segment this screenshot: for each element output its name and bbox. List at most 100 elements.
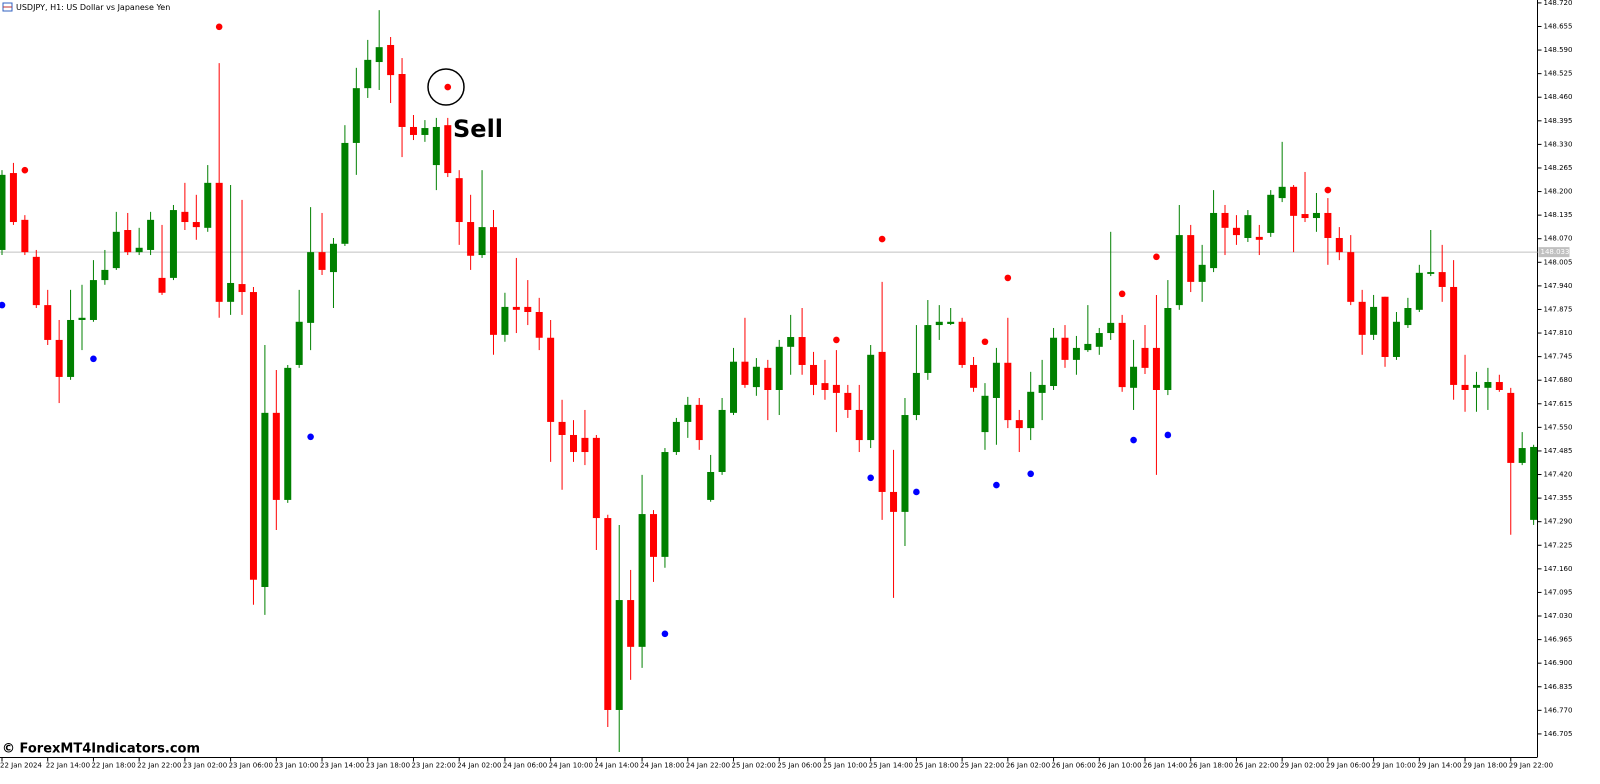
x-tick-label: 22 Jan 18:00 — [91, 762, 135, 770]
candle-body — [1107, 322, 1115, 334]
candle-body — [821, 383, 829, 390]
candle-body — [695, 404, 703, 441]
candle-body — [547, 337, 555, 422]
candle-body — [650, 514, 658, 557]
y-tick-label: 147.290 — [1544, 518, 1573, 526]
candle-body — [810, 364, 818, 385]
buy-signal — [90, 355, 97, 363]
candle-body — [764, 367, 772, 390]
candle-body — [1130, 366, 1138, 388]
candle-body — [1198, 264, 1206, 282]
y-tick-label: 148.590 — [1544, 46, 1573, 54]
current-price-box — [1538, 247, 1570, 258]
candle-body — [169, 210, 177, 278]
y-tick-label: 146.900 — [1544, 659, 1573, 667]
candle-body — [958, 321, 966, 365]
candle-body — [1312, 212, 1320, 219]
candle-body — [1370, 306, 1378, 335]
sell-signal — [444, 83, 452, 91]
candle-body — [78, 317, 86, 320]
x-tick-label: 25 Jan 06:00 — [777, 762, 821, 770]
candle-body — [204, 182, 212, 228]
x-tick-label: 22 Jan 14:00 — [46, 762, 90, 770]
x-tick-label: 29 Jan 10:00 — [1372, 762, 1416, 770]
candle-body — [1347, 252, 1355, 302]
candle-body — [1061, 337, 1069, 360]
candle-body — [684, 404, 692, 422]
x-tick-label: 24 Jan 22:00 — [686, 762, 730, 770]
candle-body — [832, 384, 840, 393]
candle-body — [341, 142, 349, 244]
candle-body — [661, 452, 669, 557]
sell-signal — [878, 235, 886, 243]
candle-body — [1210, 212, 1218, 269]
y-tick-label: 147.225 — [1544, 541, 1573, 549]
candle-body — [524, 306, 532, 312]
y-tick-label: 148.070 — [1544, 235, 1573, 243]
candle-body — [1301, 214, 1309, 219]
y-tick-label: 148.655 — [1544, 22, 1573, 30]
x-tick-label: 29 Jan 06:00 — [1326, 762, 1370, 770]
buy-signal — [1027, 470, 1034, 478]
buy-signal — [1164, 431, 1172, 439]
candle-body — [947, 321, 955, 324]
candle-body — [1164, 308, 1172, 390]
candle-body — [158, 277, 166, 293]
candle-body — [444, 125, 452, 174]
candle-body — [558, 421, 566, 435]
candle-body — [1038, 384, 1046, 393]
candle-body — [295, 321, 303, 365]
candle-body — [489, 227, 497, 335]
chart-title: USDJPY, H1: US Dollar vs Japanese Yen — [16, 3, 170, 12]
y-tick-label: 148.525 — [1544, 70, 1573, 78]
candle-body — [981, 395, 989, 433]
candle-body — [535, 311, 543, 338]
candle-body — [570, 434, 577, 453]
candle-body — [844, 392, 852, 410]
candle-body — [1072, 347, 1080, 360]
candle-body — [1050, 337, 1058, 387]
y-tick-label: 147.940 — [1544, 282, 1573, 290]
x-tick-label: 26 Jan 06:00 — [1052, 762, 1096, 770]
y-tick-label: 148.005 — [1544, 258, 1573, 266]
y-tick-label: 147.355 — [1544, 494, 1573, 502]
candle-body — [798, 337, 806, 365]
candle-body — [1427, 272, 1435, 274]
x-tick-label: 29 Jan 18:00 — [1463, 762, 1507, 770]
buy-signal — [661, 630, 669, 638]
x-tick-label: 26 Jan 14:00 — [1143, 762, 1187, 770]
y-tick-label: 147.160 — [1544, 565, 1573, 573]
candle-body — [1084, 343, 1092, 351]
candle-body — [1175, 235, 1183, 306]
x-tick-label: 25 Jan 14:00 — [869, 762, 913, 770]
x-tick-label: 23 Jan 22:00 — [411, 762, 455, 770]
current-price-label: 148.033 — [1541, 248, 1570, 256]
candle-body — [101, 269, 109, 281]
candle-body — [1187, 235, 1195, 282]
candle-body — [307, 252, 315, 323]
candle-body — [901, 415, 909, 512]
candle-body — [89, 280, 97, 320]
candle-body — [387, 44, 395, 76]
candle-body — [912, 372, 920, 416]
x-tick-label: 25 Jan 10:00 — [823, 762, 867, 770]
y-tick-label: 148.135 — [1544, 211, 1573, 219]
x-tick-label: 23 Jan 02:00 — [183, 762, 227, 770]
candle-body — [638, 514, 646, 647]
candle-body — [1415, 272, 1423, 310]
candle-body — [135, 247, 143, 253]
candle-body — [730, 361, 738, 413]
candle-body — [467, 222, 475, 256]
candle-body — [284, 367, 292, 500]
candle-body — [935, 321, 943, 326]
x-tick-label: 25 Jan 18:00 — [914, 762, 958, 770]
x-tick-label: 23 Jan 18:00 — [366, 762, 410, 770]
candle-body — [44, 305, 52, 340]
candle-body — [752, 366, 760, 388]
candle-body — [1438, 272, 1446, 287]
candle-body — [375, 47, 383, 63]
y-tick-label: 148.720 — [1544, 0, 1573, 7]
